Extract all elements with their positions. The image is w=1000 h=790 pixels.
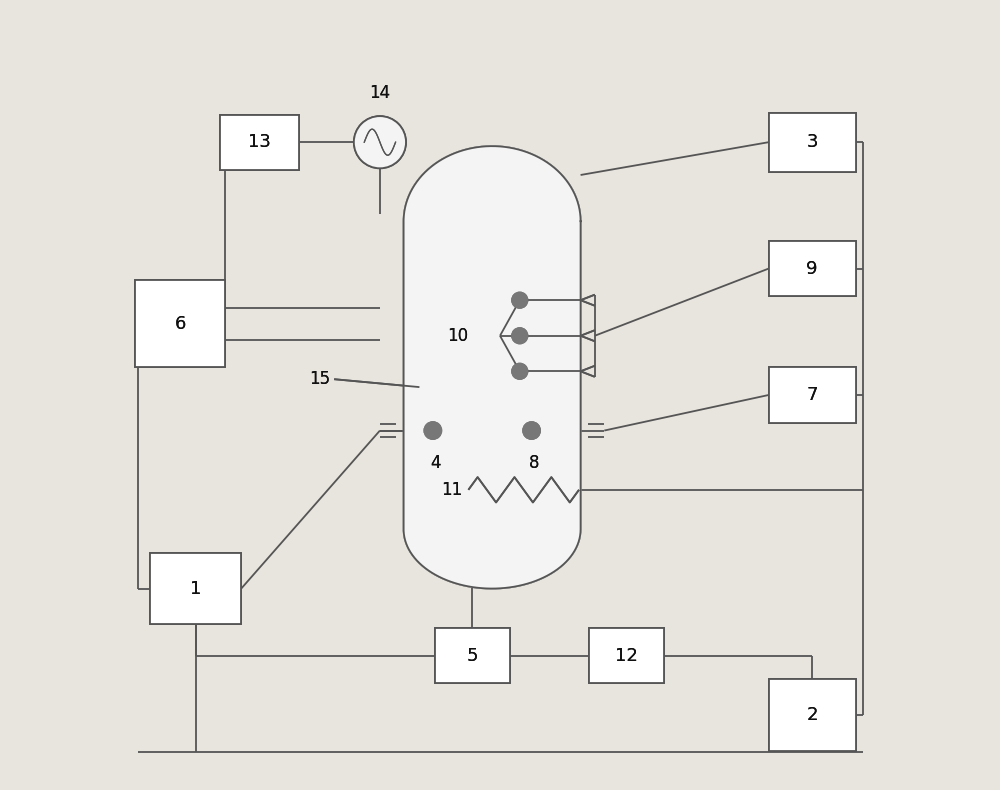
Text: 11: 11 — [441, 481, 462, 498]
Text: 6: 6 — [174, 315, 186, 333]
Text: 2: 2 — [806, 706, 818, 724]
Bar — [150, 553, 241, 624]
Circle shape — [354, 116, 406, 168]
Bar — [769, 679, 856, 750]
Text: 7: 7 — [806, 386, 818, 404]
Text: 3: 3 — [806, 134, 818, 151]
Bar — [589, 628, 664, 683]
Circle shape — [512, 328, 528, 344]
Bar — [769, 113, 856, 172]
Circle shape — [523, 422, 540, 439]
Text: 13: 13 — [248, 134, 270, 151]
Bar — [769, 241, 856, 296]
Text: 14: 14 — [369, 84, 390, 102]
Bar — [769, 367, 856, 423]
Text: 14: 14 — [369, 84, 390, 102]
Bar — [769, 113, 856, 172]
Text: 10: 10 — [447, 327, 468, 344]
Bar — [135, 280, 225, 367]
Text: 7: 7 — [806, 386, 818, 404]
Circle shape — [512, 292, 528, 308]
Polygon shape — [404, 146, 581, 589]
Text: 9: 9 — [806, 260, 818, 277]
Text: 4: 4 — [430, 454, 440, 472]
Text: 13: 13 — [248, 134, 270, 151]
Text: 5: 5 — [467, 647, 478, 664]
Bar — [435, 628, 510, 683]
Text: 3: 3 — [806, 134, 818, 151]
Text: 4: 4 — [430, 454, 440, 472]
Polygon shape — [404, 146, 581, 589]
Text: 2: 2 — [806, 706, 818, 724]
Text: 11: 11 — [441, 481, 462, 498]
Bar — [589, 628, 664, 683]
Text: 9: 9 — [806, 260, 818, 277]
Text: 5: 5 — [467, 647, 478, 664]
Text: 10: 10 — [447, 327, 468, 344]
Circle shape — [512, 328, 528, 344]
Circle shape — [512, 363, 528, 379]
Bar — [769, 679, 856, 750]
Text: 6: 6 — [174, 315, 186, 333]
Bar — [769, 367, 856, 423]
Circle shape — [424, 422, 442, 439]
Circle shape — [512, 292, 528, 308]
Bar — [220, 115, 299, 170]
Text: 15: 15 — [309, 371, 330, 388]
Text: 8: 8 — [529, 454, 539, 472]
Text: 1: 1 — [190, 580, 202, 597]
Bar — [150, 553, 241, 624]
Text: 12: 12 — [615, 647, 638, 664]
Text: 12: 12 — [615, 647, 638, 664]
Circle shape — [424, 422, 442, 439]
Circle shape — [512, 363, 528, 379]
Bar — [769, 241, 856, 296]
Bar — [135, 280, 225, 367]
Text: 15: 15 — [309, 371, 330, 388]
Circle shape — [523, 422, 540, 439]
Text: 8: 8 — [529, 454, 539, 472]
Text: 1: 1 — [190, 580, 202, 597]
Bar — [435, 628, 510, 683]
Circle shape — [354, 116, 406, 168]
Bar — [220, 115, 299, 170]
